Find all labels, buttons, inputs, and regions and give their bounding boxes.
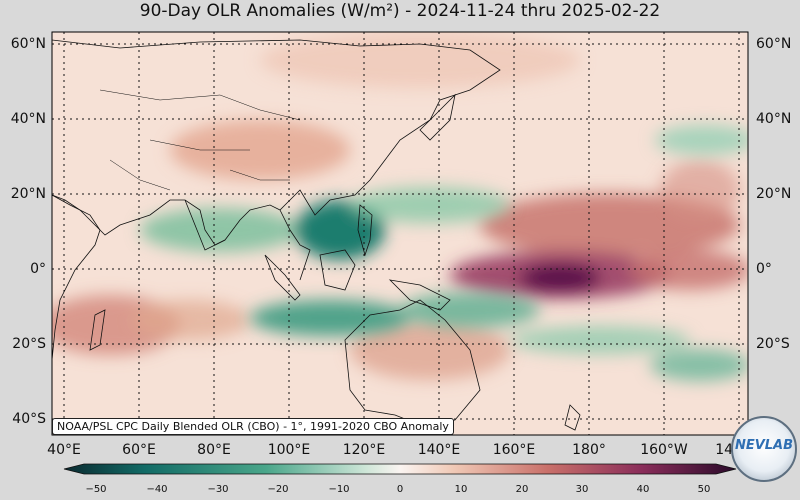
anomaly-blob [630,250,748,290]
lon-label: 100°E [267,442,311,458]
new-guinea [388,279,451,311]
anomaly-blob [350,320,510,380]
anomaly-blob [655,125,748,155]
lat-label-left: 0° [30,261,46,277]
lat-label-right: 60°N [756,36,792,52]
anomaly-field [52,32,748,435]
colorbar-bar [63,463,737,475]
lat-label-right: 20°N [756,186,792,202]
nevlab-logo: NEVLAB [731,416,797,482]
colorbar-tick: 10 [454,484,468,495]
india-coast [184,199,226,251]
lat-label-right: 40°N [756,111,792,127]
colorbar-tick: 50 [697,484,711,495]
colorbar-tick: 0 [396,484,404,495]
graticule [52,32,748,435]
australia-coast [344,299,481,426]
new-zealand [564,404,581,431]
colorbar-tick: −30 [207,484,229,495]
data-source-label: NOAA/PSL CPC Daily Blended OLR (CBO) - 1… [52,418,454,435]
lat-label-left: 20°S [12,336,46,352]
lon-label: 40°E [47,442,81,458]
sumatra [264,254,301,301]
lon-label: 80°E [197,442,231,458]
lat-label-right: 20°S [756,336,790,352]
anomaly-blob [140,208,300,252]
lat-label-left: 20°N [10,186,46,202]
colorbar-tick: 30 [575,484,589,495]
anomaly-blob [520,264,600,292]
colorbar-tick: 20 [515,484,529,495]
anomaly-blob [510,326,690,354]
anomaly-blob [350,187,510,223]
colorbar-tick: −40 [146,484,168,495]
anomaly-blob [130,300,250,340]
colorbar-tick: −20 [267,484,289,495]
lon-label: 160°E [492,442,536,458]
philippines [357,204,373,257]
lon-label: 60°E [122,442,156,458]
lon-label: 120°E [342,442,386,458]
logo-text: NEVLAB [734,438,794,453]
anomaly-blob [250,300,410,336]
colorbar-tick: 40 [636,484,650,495]
anomaly-blob [260,32,580,88]
lon-label: 140°E [417,442,461,458]
anomaly-blob [400,292,540,328]
africa-coast [52,194,101,361]
lat-label-right: 0° [756,261,772,277]
lon-label: 160°W [640,442,688,458]
anomaly-blob [660,160,740,220]
map-title: 90-Day OLR Anomalies (W/m²) - 2024-11-24… [139,1,661,21]
asia-coast [52,39,501,246]
indochina-coast [279,209,311,281]
borneo [319,249,356,291]
lon-label: 180° [572,442,606,458]
japan [419,93,456,141]
anomaly-blob [650,349,748,381]
lat-label-left: 40°N [10,111,46,127]
anomaly-blob [170,120,350,180]
colorbar-tick: −50 [85,484,107,495]
coastlines [52,39,581,431]
colorbar [63,463,737,475]
madagascar [89,309,106,351]
country-borders [99,89,301,191]
colorbar-tick: −10 [328,484,350,495]
lat-label-left: 40°S [12,411,46,427]
lat-label-left: 60°N [10,36,46,52]
